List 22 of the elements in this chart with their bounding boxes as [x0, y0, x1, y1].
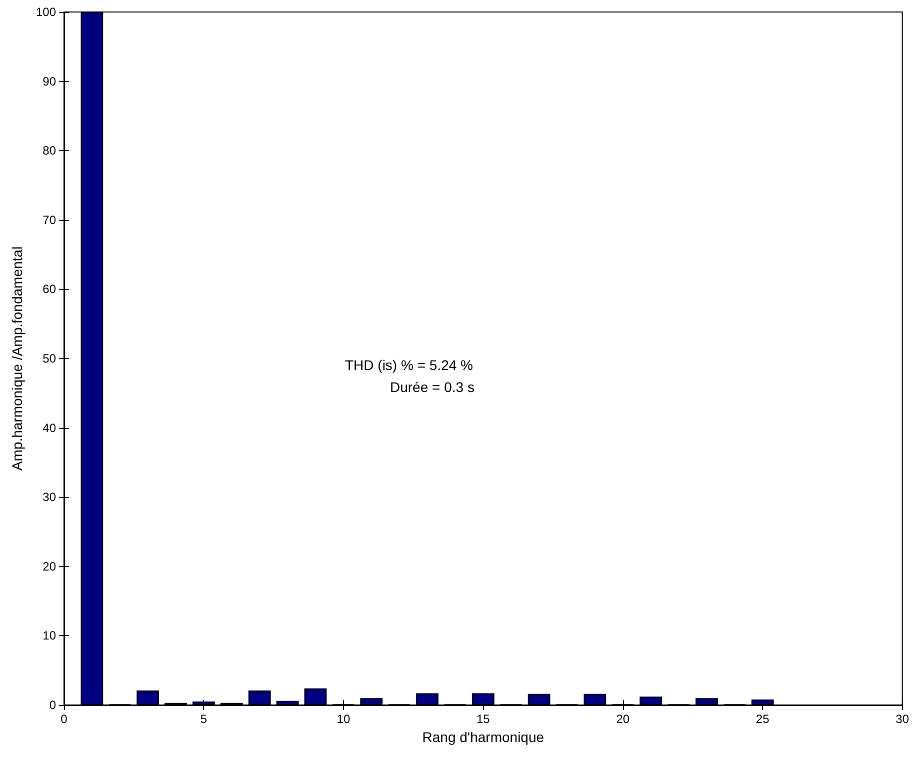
y-tick-label: 40	[42, 420, 56, 435]
y-tick-label: 90	[42, 74, 56, 88]
y-tick-label: 0	[49, 698, 56, 712]
x-tick-label: 15	[476, 712, 490, 726]
y-tick-label: 50	[42, 352, 56, 366]
y-tick-label: 20	[42, 559, 56, 574]
y-tick-label: 100	[36, 5, 56, 19]
y-tick-label: 80	[42, 144, 56, 158]
x-tick-label: 0	[60, 712, 68, 726]
y-axis-title: Amp.harmonique /Amp.fondamental	[9, 246, 25, 471]
y-tick-label: 30	[42, 490, 56, 504]
annotation: Durée = 0.3 s	[390, 379, 474, 395]
x-tick-label: 20	[616, 712, 630, 726]
x-tick-label: 30	[896, 712, 910, 726]
y-tick-label: 60	[42, 282, 56, 296]
x-axis-title: Rang d'harmonique	[422, 728, 544, 745]
x-tick-label: 10	[336, 712, 350, 726]
x-tick-label: 5	[200, 712, 208, 726]
y-tick-label: 10	[42, 628, 56, 643]
x-tick-label: 25	[756, 712, 770, 726]
y-tick-label: 70	[42, 212, 56, 227]
annotation: THD (is) % = 5.24 %	[345, 357, 473, 373]
